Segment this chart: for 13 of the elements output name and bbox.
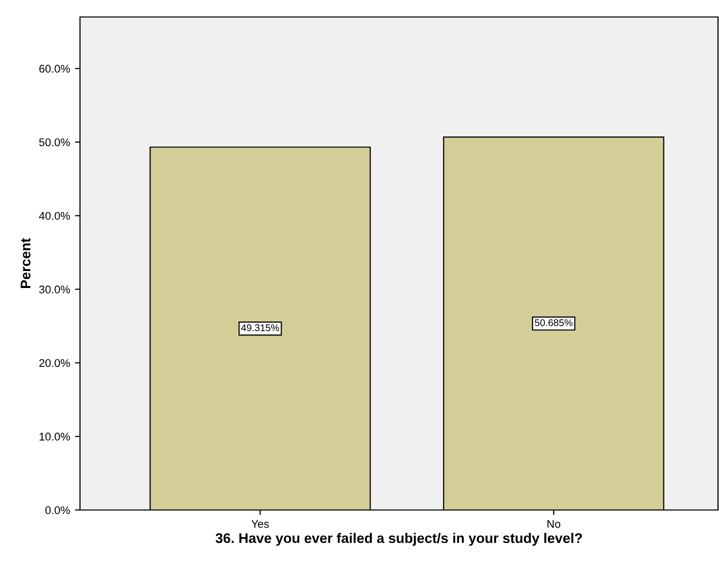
y-tick-label: 50.0% <box>39 138 70 146</box>
x-tick-label: Yes <box>251 520 269 528</box>
y-tick-label: 10.0% <box>40 432 70 441</box>
y-tick-label: 30.0% <box>39 286 70 294</box>
data-label: 49.315% <box>241 324 280 332</box>
y-tick-label: 20.0% <box>39 359 70 367</box>
y-tick-label: 40.0% <box>39 212 70 220</box>
x-axis-title: 36. Have you ever failed a subject/s in your study level? <box>216 532 582 546</box>
y-tick-label: 60.0% <box>39 64 70 73</box>
y-tick-label: 0.0% <box>45 506 70 514</box>
x-tick-label: No <box>547 520 560 528</box>
data-label: 50.685% <box>534 319 573 326</box>
y-axis-title: Percent <box>20 238 30 288</box>
